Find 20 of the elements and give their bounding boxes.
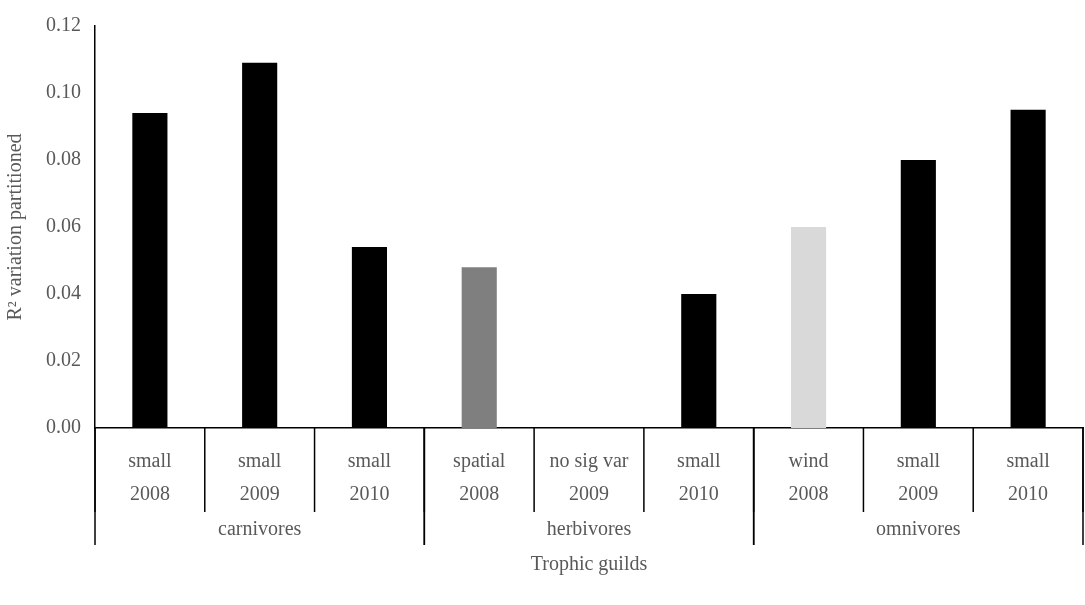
x-tick-label: small 2010 [677,449,721,505]
text: omnivores [876,517,961,540]
y-tick-label: 0.10 [46,80,81,103]
y-tick-label: 0.06 [46,214,81,237]
x-tick-label: small 2010 [1006,449,1051,505]
y-tick-label: 0.08 [46,147,81,170]
x-tick-label: spatial 2008 [453,449,506,505]
y-tick-label: 0.12 [46,13,81,36]
y-axis-title: R² variation partitioned [3,133,27,321]
bar [461,267,497,428]
text: carnivores [218,517,302,540]
bar [790,227,827,428]
x-axis-title: Trophic guilds [530,552,648,576]
x-tick-label: small 2010 [347,449,392,505]
x-tick-label: wind 2008 [788,449,829,505]
text: herbivores [546,517,632,540]
x-tick-label: small 2008 [128,449,172,505]
y-tick-label: 0.02 [46,348,81,371]
y-tick-label: 0.04 [46,281,81,304]
y-tick-label: 0.00 [46,415,81,438]
